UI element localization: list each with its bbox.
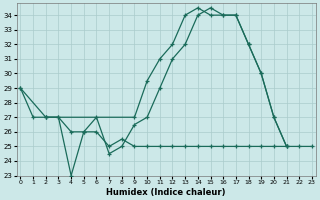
X-axis label: Humidex (Indice chaleur): Humidex (Indice chaleur): [107, 188, 226, 197]
